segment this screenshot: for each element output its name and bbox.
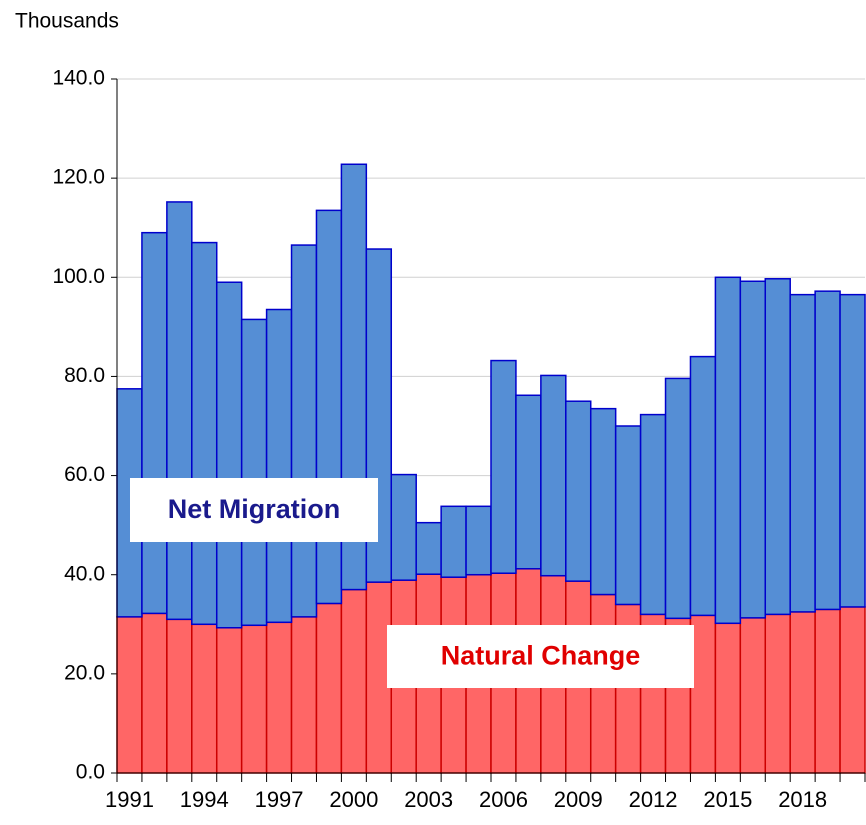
bar-segment <box>315 209 343 605</box>
bar-segment <box>290 616 318 774</box>
x-tick-label: 2009 <box>554 787 603 812</box>
bar-segment <box>240 318 268 627</box>
bar-segment <box>315 602 343 774</box>
bar-segment <box>540 374 567 577</box>
bar-segment <box>215 281 243 629</box>
bar-segment <box>141 231 168 615</box>
x-tick-label: 2000 <box>329 787 378 812</box>
bar-segment <box>166 618 193 774</box>
bar-segment <box>689 614 717 774</box>
bar-segment <box>714 276 742 625</box>
y-tick-label: 0.0 <box>76 761 105 784</box>
y-tick-label: 120.0 <box>52 166 105 189</box>
y-tick-label: 60.0 <box>64 463 105 486</box>
series-label: Natural Change <box>441 641 641 671</box>
bar-segment <box>565 400 592 582</box>
bar-segment <box>839 606 866 774</box>
x-tick-label: 1997 <box>255 787 304 812</box>
bar-segment <box>764 278 791 616</box>
y-tick-label: 140.0 <box>52 67 105 90</box>
bar-segment <box>265 621 293 774</box>
bar-segment <box>191 623 218 774</box>
bar-segment <box>589 407 617 596</box>
x-tick-label: 2018 <box>778 787 827 812</box>
y-tick-label: 100.0 <box>52 265 105 288</box>
bar-segment <box>116 616 143 774</box>
bar-segment <box>440 505 467 578</box>
bar-segment <box>490 359 517 574</box>
x-tick-label: 1991 <box>105 787 154 812</box>
x-tick-label: 2003 <box>404 787 453 812</box>
bar-segment <box>415 521 442 575</box>
bar-segment <box>689 355 717 617</box>
bar-segment <box>614 425 642 606</box>
bar-segment <box>290 244 318 618</box>
x-tick-label: 2012 <box>629 787 678 812</box>
bar-segment <box>739 617 767 774</box>
bar-segment <box>664 377 692 620</box>
bar-segment <box>215 627 243 774</box>
bar-segment <box>814 608 841 774</box>
bar-segment <box>814 290 841 611</box>
series-label: Net Migration <box>168 494 341 524</box>
series-label-box <box>387 625 694 688</box>
bar-segment <box>515 394 542 570</box>
x-tick-label: 2015 <box>703 787 752 812</box>
y-axis-label: Thousands <box>15 10 119 33</box>
bar-segment <box>764 613 791 774</box>
bar-segment <box>465 505 492 576</box>
bar-segment <box>191 241 218 626</box>
x-tick-label: 2006 <box>479 787 528 812</box>
y-tick-label: 20.0 <box>64 661 105 684</box>
bar-segment <box>390 473 417 581</box>
bar-segment <box>789 611 816 774</box>
bar-segment <box>141 612 168 774</box>
bar-segment <box>739 280 767 619</box>
y-tick-label: 80.0 <box>64 364 105 387</box>
bar-segment <box>789 293 816 613</box>
bar-segment <box>639 413 667 616</box>
bar-segment <box>714 622 742 774</box>
bar-segment <box>240 624 268 774</box>
bar-segment <box>265 308 293 624</box>
y-tick-label: 40.0 <box>64 562 105 585</box>
bar-segment <box>166 201 193 621</box>
series-label-box <box>130 478 378 542</box>
x-tick-label: 1994 <box>180 787 229 812</box>
bar-segment <box>340 588 368 774</box>
bar-segment <box>839 293 866 608</box>
